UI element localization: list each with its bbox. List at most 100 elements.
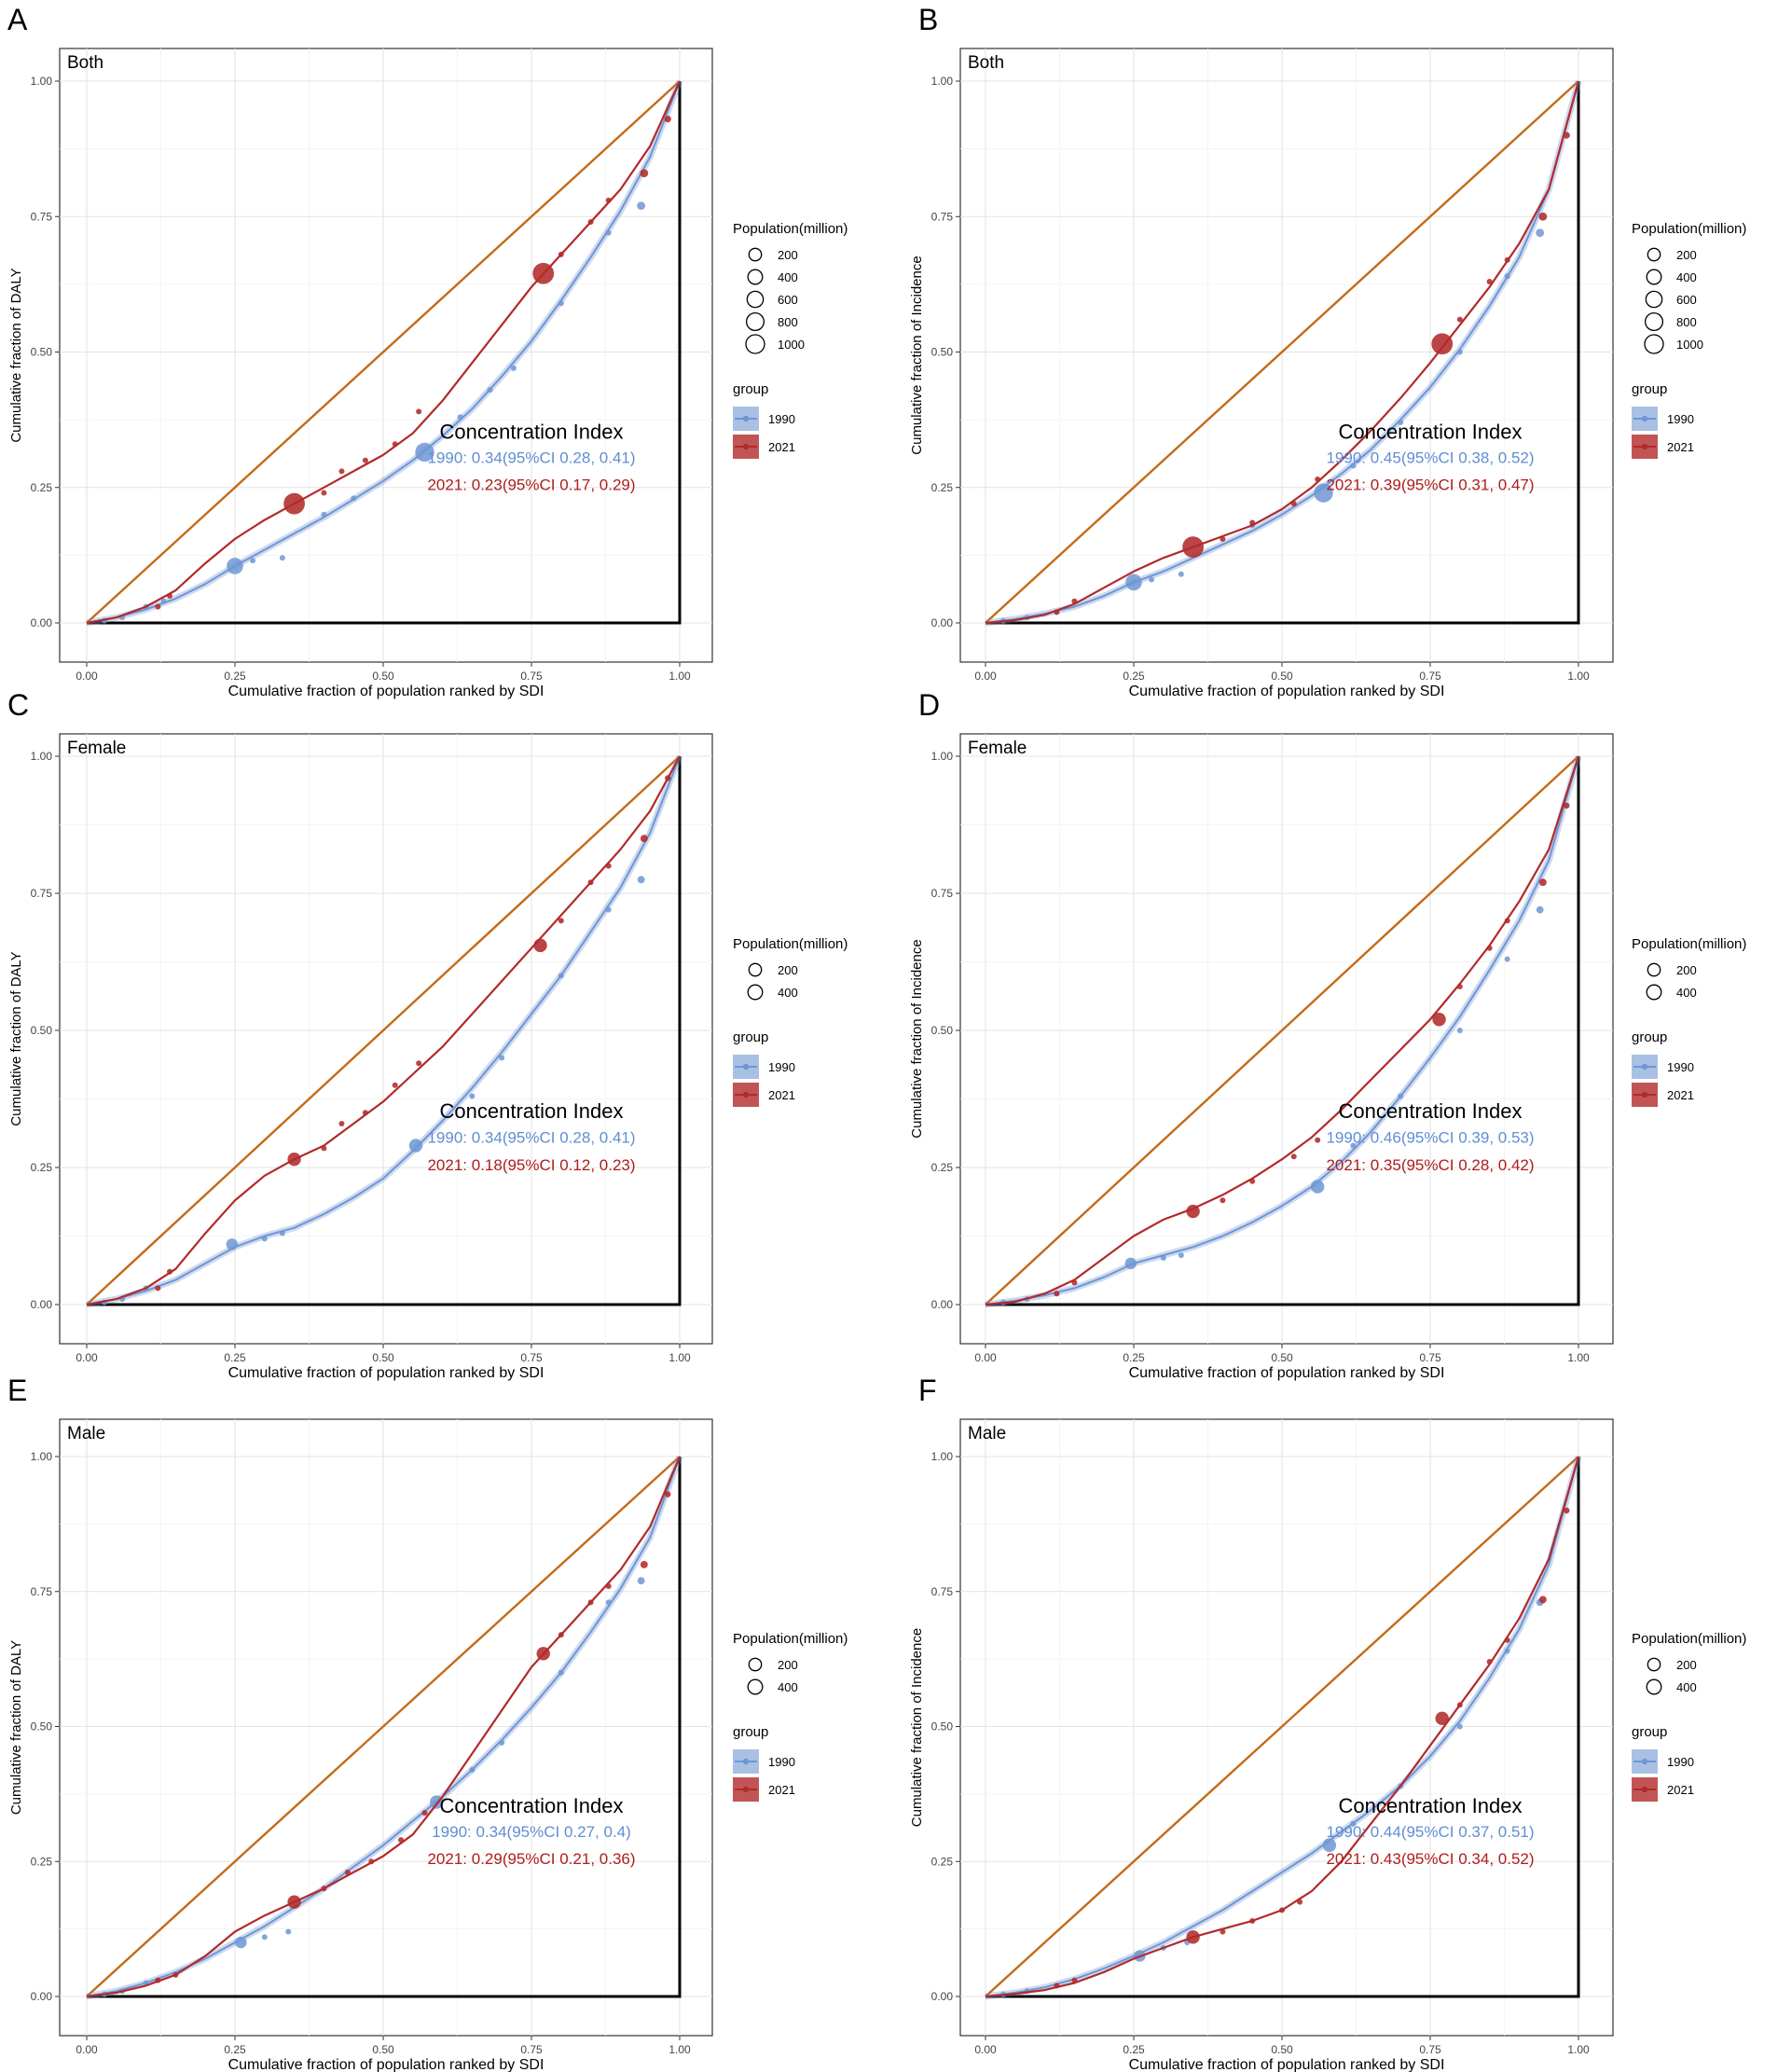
legend: Population(million) 200 400 group 1990 2021 — [1632, 1631, 1746, 1802]
legend-size-label: 400 — [778, 270, 798, 284]
series-2021-point — [664, 116, 671, 123]
legend-group-dot — [742, 443, 750, 450]
x-tick-label: 0.25 — [224, 2043, 246, 2056]
series-2021 — [985, 1456, 1580, 1998]
y-tick-label: 0.00 — [31, 616, 53, 629]
x-tick-label: 0.25 — [1123, 2043, 1145, 2056]
series-1990-point — [499, 1055, 505, 1061]
legend-size-label: 200 — [778, 248, 798, 262]
series-2021-point — [362, 457, 368, 463]
legend-group-label: 1990 — [768, 412, 795, 426]
legend-group-dot — [742, 1091, 750, 1098]
legend-group-label: 1990 — [768, 1755, 795, 1769]
x-tick-label: 0.00 — [76, 1351, 98, 1364]
equality-line — [86, 1456, 681, 1997]
y-axis-title: Cumulative fraction of DALY — [8, 268, 24, 442]
series-1990-point — [1536, 905, 1544, 914]
series-1990-point — [1310, 1180, 1325, 1194]
legend-group-title: group — [733, 381, 768, 397]
series-2021-point — [1071, 1977, 1078, 1983]
series-2021-point — [1279, 1907, 1285, 1913]
ci-2021-text: 2021: 0.35(95%CI 0.28, 0.42) — [1326, 1156, 1534, 1174]
series-1990-point — [605, 1599, 612, 1606]
series-1990-point — [279, 1230, 285, 1236]
legend-group-label: 2021 — [1667, 440, 1694, 454]
series-2021-point — [338, 1120, 345, 1126]
x-tick-label: 0.25 — [1123, 1351, 1145, 1364]
legend-group-dot — [1641, 443, 1648, 450]
y-tick-label: 1.00 — [31, 75, 53, 88]
x-tick-label: 0.75 — [520, 1351, 543, 1364]
series-2021-point — [421, 1810, 428, 1816]
series-1990-point — [558, 1669, 564, 1676]
panel-title: Both — [968, 53, 1004, 73]
series-2021-point — [1432, 1013, 1446, 1027]
legend-size-title: Population(million) — [733, 936, 848, 952]
triangle-edges — [87, 81, 682, 625]
series-1990 — [985, 1456, 1582, 2000]
series-2021-point — [1431, 333, 1454, 355]
legend-size-label: 400 — [1676, 270, 1697, 284]
series-2021-point — [1290, 1153, 1297, 1160]
series-1990-point — [321, 511, 327, 518]
series-1990-point — [1178, 571, 1184, 577]
series-1990-point — [408, 1139, 423, 1153]
series-1990-point — [279, 555, 285, 561]
legend: Population(million) 200 400 group 1990 2021 — [733, 936, 848, 1107]
series-2021-point — [587, 1599, 594, 1606]
panel-letter: C — [7, 688, 29, 722]
y-tick-label: 0.25 — [31, 1161, 53, 1174]
ci-title: Concentration Index — [440, 1099, 624, 1123]
series-1990-point — [457, 414, 463, 421]
series-1990-point — [1504, 956, 1510, 962]
legend-size-title: Population(million) — [1632, 1631, 1746, 1647]
x-axis-title: Cumulative fraction of population ranked… — [1129, 1365, 1445, 1381]
series-2021-point — [1456, 316, 1463, 323]
legend-group-title: group — [1632, 1724, 1667, 1740]
ci-title: Concentration Index — [1339, 420, 1523, 443]
legend-group-title: group — [1632, 1029, 1667, 1045]
series-1990-point — [160, 598, 167, 604]
legend-size-symbol — [747, 1678, 764, 1695]
series-2021-point — [558, 918, 564, 924]
x-axis-title: Cumulative fraction of population ranked… — [228, 684, 544, 699]
series-2021-point — [368, 1858, 375, 1865]
series-2021-point — [338, 468, 345, 475]
series-2021-point — [640, 835, 648, 843]
x-tick-label: 0.50 — [372, 1351, 394, 1364]
legend-group-dot — [1641, 415, 1648, 422]
series-2021-point — [416, 1060, 422, 1067]
equality-line — [985, 1456, 1579, 1997]
panel-border — [59, 733, 713, 1345]
legend-size-label: 200 — [778, 1658, 798, 1672]
legend-size-symbol — [748, 1657, 763, 1672]
series-2021-point — [155, 603, 161, 610]
ci-title: Concentration Index — [440, 420, 624, 443]
legend-size-symbol — [1645, 290, 1663, 309]
x-tick-label: 1.00 — [1567, 670, 1590, 683]
series-2021-curve — [86, 80, 682, 625]
legend-group-title: group — [733, 1724, 768, 1740]
series-1990-point — [637, 1577, 645, 1585]
legend-size-symbol — [1647, 962, 1661, 977]
series-2021-curve — [86, 755, 681, 1306]
ci-title: Concentration Index — [1339, 1099, 1523, 1123]
x-tick-label: 0.25 — [224, 1351, 246, 1364]
x-tick-label: 0.75 — [520, 670, 543, 683]
legend-size-symbol — [1646, 1678, 1662, 1695]
equality-line — [86, 80, 681, 624]
legend-group-label: 2021 — [768, 1783, 795, 1797]
legend-group-dot — [742, 1786, 750, 1793]
series-2021-point — [167, 1268, 173, 1275]
legend-size-label: 600 — [778, 293, 798, 307]
series-1990-point — [1178, 1252, 1184, 1259]
series-2021-point — [1220, 1928, 1226, 1935]
series-2021-point — [605, 197, 612, 203]
series-2021-point — [587, 219, 594, 226]
legend-size-label: 200 — [778, 963, 798, 977]
y-axis-title: Cumulative fraction of DALY — [8, 1640, 24, 1815]
legend-size-title: Population(million) — [733, 221, 848, 237]
series-1990-point — [1350, 1142, 1357, 1149]
panel-border — [959, 733, 1614, 1345]
series-1990-point — [1125, 573, 1142, 591]
